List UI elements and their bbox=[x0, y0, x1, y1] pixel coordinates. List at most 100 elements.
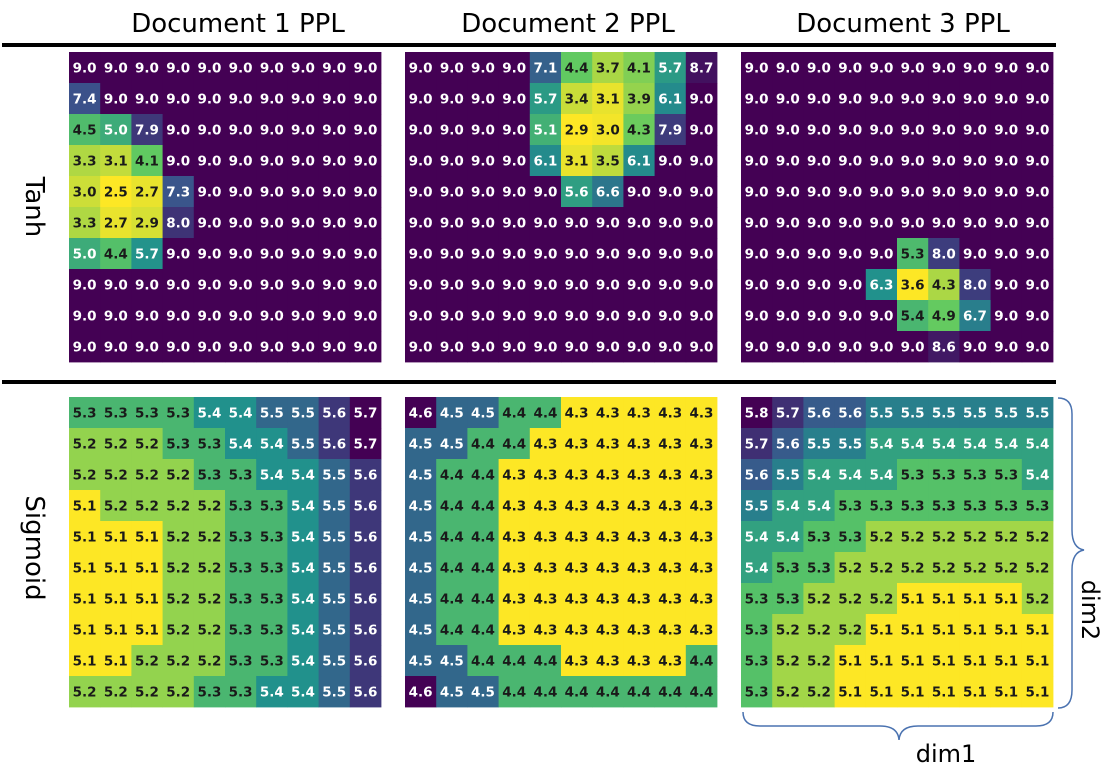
heatmap-cell-label: 5.6 bbox=[353, 685, 377, 701]
heatmap-cell-label: 5.5 bbox=[322, 530, 346, 546]
heatmap-cell bbox=[436, 397, 468, 429]
heatmap-cell bbox=[928, 583, 960, 615]
heatmap-cell bbox=[803, 552, 835, 584]
heatmap-cell bbox=[741, 300, 773, 332]
heatmap-cell-label: 5.1 bbox=[963, 685, 987, 701]
heatmap-cell-label: 4.3 bbox=[658, 406, 682, 422]
heatmap-cell bbox=[100, 269, 132, 301]
heatmap-cell bbox=[990, 83, 1023, 115]
heatmap-cell-label: 5.4 bbox=[260, 685, 284, 701]
row-label-sigmoid: Sigmoid bbox=[19, 495, 49, 600]
heatmap-cell bbox=[467, 238, 499, 270]
heatmap-cell bbox=[349, 114, 382, 146]
heatmap-cell-label: 5.1 bbox=[533, 123, 557, 139]
heatmap-cell bbox=[256, 521, 288, 553]
heatmap-cell bbox=[561, 397, 593, 429]
heatmap-cell-label: 5.1 bbox=[994, 685, 1018, 701]
heatmap-cell-label: 5.1 bbox=[104, 623, 128, 639]
heatmap-cell-label: 9.0 bbox=[353, 309, 377, 325]
heatmap-cell-label: 4.3 bbox=[627, 592, 651, 608]
heatmap-cell bbox=[225, 145, 257, 177]
heatmap-cell bbox=[803, 300, 835, 332]
heatmap-cell-label: 5.4 bbox=[229, 406, 253, 422]
heatmap-cell bbox=[803, 238, 835, 270]
heatmap-cell-label: 9.0 bbox=[471, 92, 495, 108]
heatmap-cell bbox=[529, 114, 562, 146]
heatmap-cell-label: 4.4 bbox=[440, 530, 464, 546]
heatmap-cell bbox=[772, 331, 804, 363]
heatmap-cell bbox=[405, 145, 437, 177]
heatmap-cell-label: 9.0 bbox=[502, 247, 526, 263]
heatmap-cell bbox=[772, 145, 804, 177]
heatmap-cell-label: 6.1 bbox=[658, 92, 682, 108]
heatmap-cell-label: 5.2 bbox=[807, 592, 831, 608]
heatmap-cell bbox=[897, 614, 929, 646]
heatmap-cell bbox=[436, 676, 468, 708]
heatmap-cell bbox=[318, 145, 351, 177]
heatmap-cell-label: 9.0 bbox=[932, 123, 956, 139]
heatmap-cell-label: 5.3 bbox=[901, 468, 925, 484]
heatmap-cell bbox=[162, 238, 195, 270]
heatmap-cell-label: 5.2 bbox=[104, 499, 128, 515]
heatmap-cell bbox=[193, 521, 226, 553]
heatmap-cell bbox=[69, 114, 101, 146]
heatmap-cell bbox=[467, 521, 499, 553]
heatmap-cell bbox=[990, 52, 1023, 84]
dim1-label: dim1 bbox=[916, 740, 977, 768]
heatmap-cell-label: 5.2 bbox=[869, 592, 893, 608]
heatmap-cell bbox=[741, 145, 773, 177]
heatmap-cell bbox=[225, 614, 257, 646]
heatmap-cell-label: 5.6 bbox=[807, 406, 831, 422]
heatmap-cell bbox=[318, 614, 351, 646]
heatmap-cell-label: 5.4 bbox=[901, 309, 925, 325]
heatmap-cell-label: 9.0 bbox=[260, 123, 284, 139]
heatmap-cell-label: 9.0 bbox=[104, 340, 128, 356]
heatmap-cell-label: 9.0 bbox=[838, 185, 862, 201]
heatmap-cell-label: 9.0 bbox=[838, 92, 862, 108]
heatmap-cell-label: 9.0 bbox=[502, 92, 526, 108]
heatmap-cell-label: 9.0 bbox=[745, 154, 769, 170]
heatmap-cell bbox=[256, 676, 288, 708]
heatmap-cell-label: 9.0 bbox=[291, 123, 315, 139]
heatmap-cell-label: 9.0 bbox=[440, 278, 464, 294]
heatmap-cell-label: 9.0 bbox=[502, 185, 526, 201]
heatmap-cell bbox=[990, 459, 1023, 491]
heatmap-cell-label: 9.0 bbox=[994, 247, 1018, 263]
heatmap-cell-label: 4.5 bbox=[409, 654, 433, 670]
heatmap-cell bbox=[561, 269, 593, 301]
heatmap-cell-label: 5.4 bbox=[932, 437, 956, 453]
heatmap-cell bbox=[498, 614, 531, 646]
heatmap-cell-label: 9.0 bbox=[353, 216, 377, 232]
heatmap-cell bbox=[561, 459, 593, 491]
heatmap-cell-label: 9.0 bbox=[291, 154, 315, 170]
heatmap-cell-label: 6.3 bbox=[869, 278, 893, 294]
heatmap-cell-label: 9.0 bbox=[502, 216, 526, 232]
heatmap-cell bbox=[69, 52, 101, 84]
heatmap-cell bbox=[959, 676, 991, 708]
heatmap-cell bbox=[1021, 114, 1054, 146]
heatmap-cell-label: 9.0 bbox=[807, 278, 831, 294]
heatmap-cell-label: 5.5 bbox=[322, 654, 346, 670]
heatmap-cell bbox=[990, 490, 1023, 522]
heatmap-cell bbox=[1021, 614, 1054, 646]
heatmap-cell-label: 5.3 bbox=[963, 499, 987, 515]
heatmap-cell-label: 9.0 bbox=[689, 278, 713, 294]
heatmap-cell bbox=[685, 521, 718, 553]
heatmap-cell-label: 5.4 bbox=[291, 592, 315, 608]
heatmap-cell bbox=[623, 552, 655, 584]
heatmap-cell bbox=[193, 83, 226, 115]
heatmap-cell-label: 5.1 bbox=[932, 685, 956, 701]
heatmap-cell-label: 9.0 bbox=[166, 309, 190, 325]
heatmap-cell-label: 9.0 bbox=[322, 309, 346, 325]
heatmap-cell bbox=[897, 428, 929, 460]
heatmap-cell bbox=[654, 114, 687, 146]
heatmap-cell bbox=[256, 52, 288, 84]
heatmap-cell-label: 2.5 bbox=[104, 185, 128, 201]
heatmap-cell-label: 9.0 bbox=[776, 154, 800, 170]
heatmap-cell bbox=[467, 145, 499, 177]
heatmap-cell-label: 5.3 bbox=[838, 499, 862, 515]
heatmap-cell-label: 5.2 bbox=[838, 561, 862, 577]
heatmap-cell bbox=[349, 614, 382, 646]
heatmap-cell-label: 9.0 bbox=[689, 123, 713, 139]
heatmap-cell bbox=[741, 676, 773, 708]
